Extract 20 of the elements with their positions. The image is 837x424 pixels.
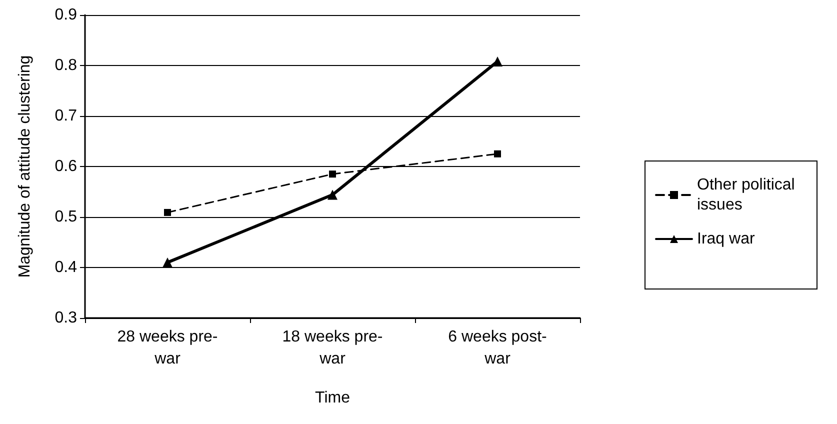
y-tick-label: 0.9: [54, 6, 78, 24]
y-tick-label: 0.8: [54, 57, 78, 74]
y-tick-label: 0.5: [54, 208, 78, 226]
point: [164, 208, 171, 216]
point: [329, 170, 336, 178]
y-tick-label: 0.7: [54, 108, 78, 124]
y-tick-label: 0.6: [54, 158, 78, 175]
point: [328, 190, 338, 200]
point: [492, 56, 502, 66]
x-tick-label: 18 weeks pre-war: [282, 328, 383, 368]
legend-label: Other political issues: [697, 176, 800, 214]
y-tick-label: 0.3: [54, 310, 78, 326]
point: [494, 150, 501, 158]
x-tick-label: 6 weeks post-war: [448, 328, 547, 368]
y-axis-title: Magnitude of attitude clustering: [16, 55, 34, 278]
x-tick-label: 28 weeks pre-war: [117, 328, 218, 368]
y-tick-label: 0.4: [54, 259, 78, 276]
point: [162, 257, 172, 268]
x-axis-title: Time: [315, 390, 350, 406]
legend-label: Iraq war: [697, 230, 756, 248]
